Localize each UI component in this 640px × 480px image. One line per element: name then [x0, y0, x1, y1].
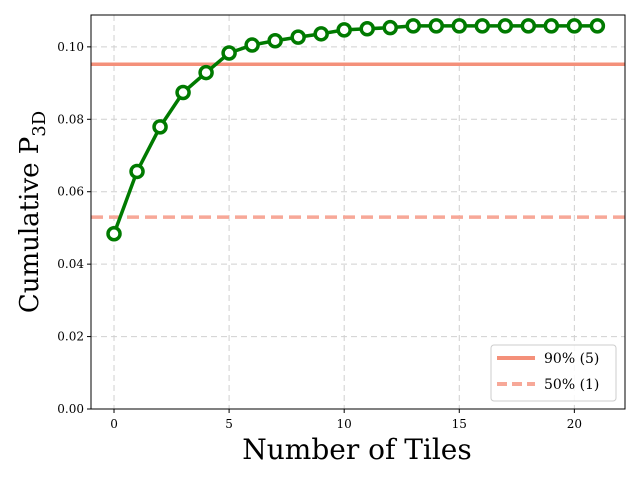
- data-point: [244, 37, 260, 53]
- data-point: [267, 32, 283, 49]
- data-point: [336, 22, 352, 38]
- legend-label-50: 50% (1): [544, 377, 599, 393]
- y-tick-label: 0.04: [57, 257, 84, 271]
- data-point: [290, 29, 306, 45]
- reference-lines: [91, 62, 625, 219]
- data-point: [405, 18, 421, 34]
- y-tick-label: 0.10: [57, 40, 84, 54]
- data-point: [175, 84, 191, 101]
- y-axis-ticks: 0.00 0.02 0.04 0.06 0.08 0.10: [57, 40, 91, 416]
- data-point: [198, 64, 214, 81]
- series-line: [112, 24, 598, 235]
- data-point: [221, 45, 237, 61]
- data-point: [589, 18, 606, 34]
- data-point: [566, 18, 583, 34]
- x-tick-label: 15: [452, 417, 467, 431]
- series: [106, 18, 606, 242]
- data-point: [129, 163, 145, 180]
- data-point: [428, 18, 445, 34]
- x-tick-label: 20: [567, 417, 582, 431]
- x-tick-label: 10: [337, 417, 352, 431]
- y-axis-label-subscript: 3D: [29, 111, 50, 137]
- data-point: [474, 18, 491, 34]
- data-point: [106, 225, 122, 242]
- x-tick-label: 0: [110, 417, 118, 431]
- plot-frame: [90, 14, 626, 410]
- data-point: [497, 18, 514, 34]
- data-point: [451, 18, 468, 34]
- y-axis-label-main: Cumulative P: [15, 137, 45, 313]
- data-point: [520, 18, 537, 34]
- data-point: [382, 19, 398, 36]
- x-axis-label: Number of Tiles: [242, 433, 472, 466]
- y-tick-label: 0.02: [57, 330, 84, 344]
- data-point: [543, 18, 560, 34]
- data-point: [152, 119, 168, 135]
- legend-label-90: 90% (5): [544, 351, 599, 367]
- data-point: [359, 21, 375, 37]
- y-axis-label: Cumulative P3D: [15, 111, 50, 313]
- y-tick-label: 0.06: [57, 185, 84, 199]
- y-tick-label: 0.00: [57, 402, 84, 416]
- data-point: [313, 26, 329, 42]
- y-tick-label: 0.08: [57, 112, 84, 126]
- x-axis-ticks: 0 5 10 15 20: [110, 409, 582, 431]
- x-tick-label: 5: [225, 417, 233, 431]
- legend: 90% (5) 50% (1): [490, 344, 617, 402]
